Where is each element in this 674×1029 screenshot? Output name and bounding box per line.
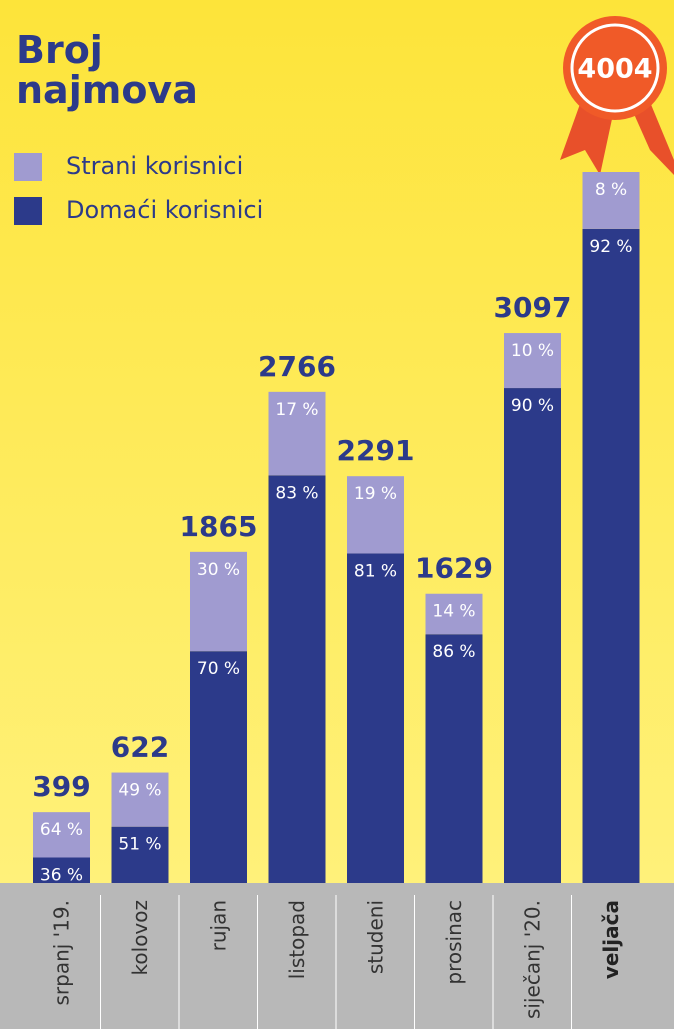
x-tick-label: siječanj '20.: [521, 900, 545, 1019]
total-label: 622: [111, 731, 169, 764]
value-label: 36 %: [40, 865, 83, 885]
bar-segment: [425, 593, 483, 635]
value-label: 19 %: [354, 484, 397, 504]
bar-segment: [190, 651, 247, 883]
bar-segment: [268, 391, 326, 476]
bar-segment: [425, 634, 483, 883]
bar-segment: [33, 812, 90, 858]
total-label: 399: [32, 770, 90, 803]
total-label: 3097: [494, 291, 572, 324]
total-label: 1865: [180, 510, 258, 543]
bar-segment: [190, 551, 247, 652]
value-label: 17 %: [275, 400, 318, 420]
bar-segment: [33, 857, 90, 883]
badge-ribbon: [560, 16, 674, 175]
value-label: 90 %: [511, 396, 554, 416]
value-label: 64 %: [40, 820, 83, 840]
total-label: 2766: [258, 350, 336, 383]
bar-segment: [582, 228, 640, 883]
value-label: 86 %: [432, 642, 475, 662]
x-tick-label: rujan: [207, 900, 231, 951]
bar-segment: [268, 475, 326, 883]
bar-segment: [111, 826, 169, 883]
chart-title: Broj najmova: [16, 28, 198, 112]
legend-swatch: [14, 153, 42, 181]
value-label: 10 %: [511, 341, 554, 361]
background: [0, 0, 674, 883]
category-band: [0, 883, 674, 1029]
value-label: 83 %: [275, 483, 318, 503]
value-label: 92 %: [589, 237, 632, 257]
x-tick-label: srpanj '19.: [50, 900, 74, 1006]
legend-label: Domaći korisnici: [66, 196, 263, 224]
bar-segment: [504, 388, 561, 883]
x-tick-label: prosinac: [442, 900, 466, 985]
x-tick-label: kolovoz: [128, 900, 152, 975]
x-tick-label: veljača: [599, 900, 623, 979]
legend-label: Strani korisnici: [66, 152, 243, 180]
value-label: 49 %: [118, 781, 161, 801]
value-label: 30 %: [197, 560, 240, 580]
total-label: 4004: [577, 54, 652, 85]
value-label: 81 %: [354, 561, 397, 581]
bar-segment: [582, 172, 640, 229]
x-tick-label: listopad: [285, 900, 309, 979]
value-label: 51 %: [118, 835, 161, 855]
total-label: 2291: [337, 434, 415, 467]
x-tick-label: studeni: [364, 900, 388, 974]
value-label: 70 %: [197, 659, 240, 679]
bar-segment: [504, 333, 561, 389]
bar-segment: [111, 772, 169, 827]
legend-swatch: [14, 197, 42, 225]
total-label: 1629: [415, 552, 493, 585]
bar-segment: [347, 476, 404, 554]
bar-segment: [347, 553, 404, 883]
value-label: 14 %: [432, 602, 475, 622]
value-label: 8 %: [595, 180, 627, 200]
